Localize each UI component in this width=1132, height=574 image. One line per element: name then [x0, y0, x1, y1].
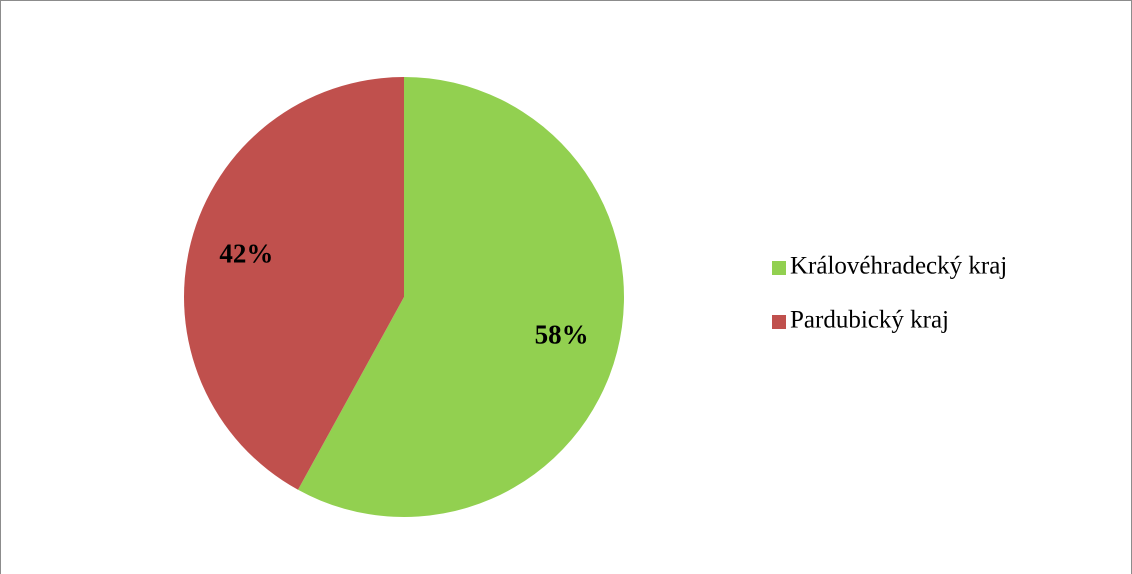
- legend-swatch: [772, 261, 786, 275]
- value-label: 42%: [219, 239, 273, 269]
- legend-label: Královéhradecký kraj: [790, 253, 1007, 280]
- legend-label: Pardubický kraj: [790, 307, 949, 334]
- pie-slice: [298, 77, 624, 518]
- pie-slice: [184, 77, 404, 490]
- value-label: 58%: [535, 320, 589, 350]
- legend-swatch: [772, 315, 786, 329]
